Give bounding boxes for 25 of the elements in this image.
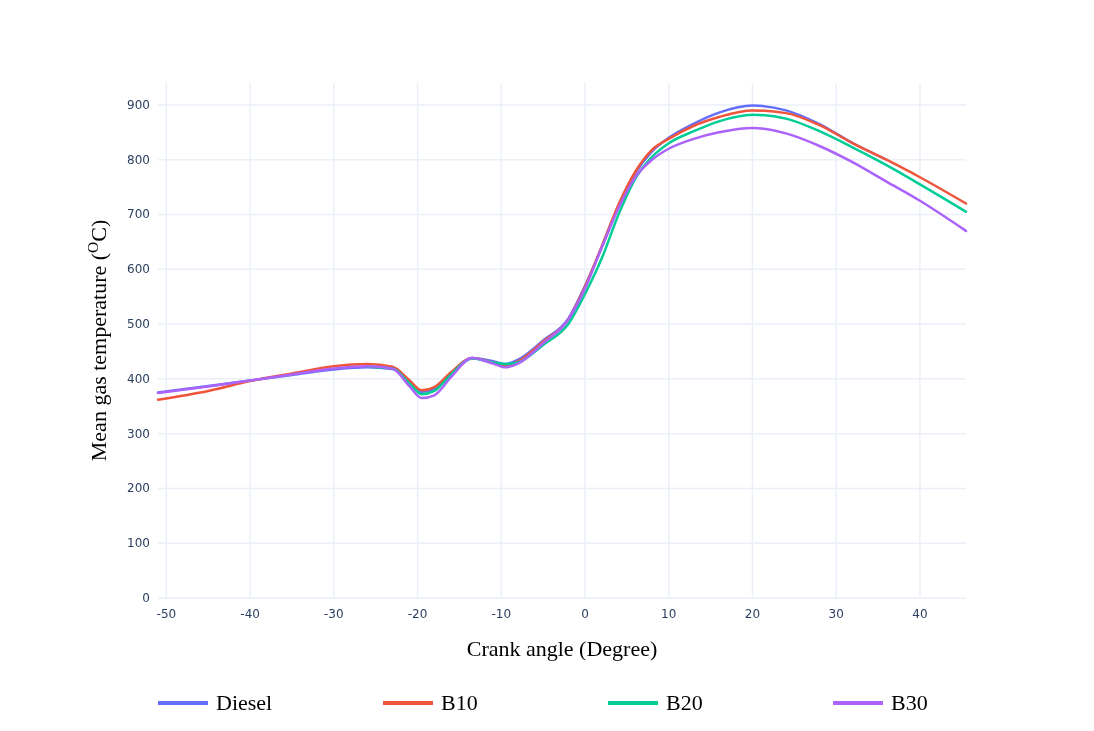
y-tick-label: 700: [127, 207, 150, 222]
legend-label: B20: [666, 690, 703, 715]
y-tick-label: 300: [127, 426, 150, 441]
x-tick-label: -50: [156, 607, 177, 621]
y-tick-label: 200: [127, 481, 150, 496]
y-tick-label: 400: [127, 371, 150, 386]
y-tick-label: 0: [142, 591, 150, 605]
x-axis-title: Crank angle (Degree): [466, 636, 658, 661]
y-tick-label: 900: [127, 97, 150, 112]
y-tick-label: 500: [127, 317, 150, 332]
x-tick-label: -10: [491, 607, 512, 621]
y-tick-label: 800: [127, 152, 150, 167]
legend-label: B30: [891, 690, 928, 715]
y-tick-label: 600: [127, 262, 150, 277]
x-tick-label: 40: [912, 607, 928, 621]
x-tick-label: -30: [324, 607, 344, 621]
x-tick-label: 10: [661, 607, 677, 621]
legend-label: Diesel: [216, 690, 273, 715]
y-tick-label: 100: [127, 536, 150, 551]
x-tick-label: 20: [744, 607, 761, 621]
x-tick-label: -40: [240, 607, 260, 621]
legend-label: B10: [441, 690, 478, 715]
x-tick-label: -20: [407, 607, 428, 621]
x-tick-label: 30: [828, 607, 844, 621]
x-tick-label: 0: [581, 607, 589, 621]
